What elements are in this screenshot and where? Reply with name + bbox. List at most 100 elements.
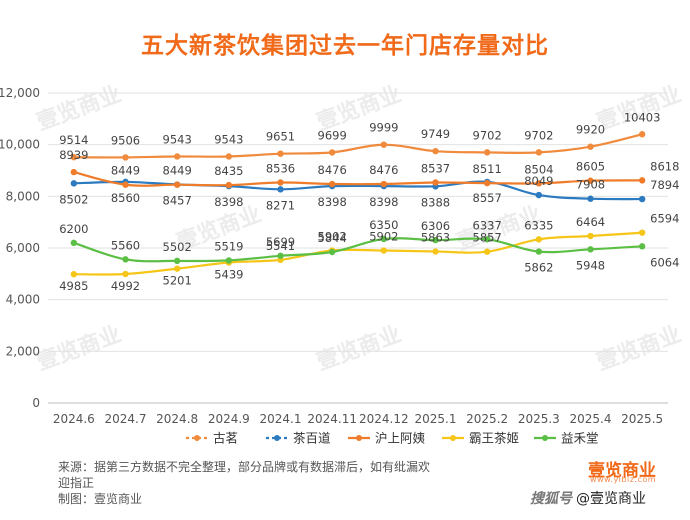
data-label: 8476 bbox=[318, 163, 347, 177]
x-tick-label: 2024.7 bbox=[105, 412, 147, 426]
x-tick-label: 2024.11 bbox=[307, 412, 357, 426]
data-label: 9514 bbox=[59, 133, 88, 147]
data-label: 8449 bbox=[111, 164, 140, 178]
data-point bbox=[70, 239, 78, 247]
source-note-cont: 迎指正 bbox=[58, 476, 95, 490]
data-point bbox=[380, 235, 388, 243]
data-label: 8605 bbox=[576, 160, 605, 174]
data-point bbox=[535, 149, 543, 156]
y-tick-label: 6,000 bbox=[6, 241, 40, 255]
data-label: 5844 bbox=[318, 231, 347, 245]
y-tick-label: 4,000 bbox=[6, 293, 40, 307]
data-label: 8457 bbox=[163, 194, 192, 208]
data-label: 8398 bbox=[214, 195, 243, 209]
data-label: 8388 bbox=[421, 195, 450, 209]
data-point bbox=[173, 153, 181, 160]
data-point bbox=[277, 150, 284, 157]
data-point bbox=[587, 195, 594, 202]
data-label: 8511 bbox=[473, 162, 502, 176]
data-point bbox=[483, 248, 491, 255]
data-label: 8502 bbox=[59, 192, 88, 206]
data-label: 8560 bbox=[111, 191, 140, 205]
data-label: 7908 bbox=[576, 178, 605, 192]
data-label: 5902 bbox=[318, 230, 347, 244]
data-label: 8049 bbox=[524, 174, 553, 188]
legend: 古茗 茶百道 沪上阿姨 霸王茶姬 益禾堂 bbox=[186, 431, 599, 446]
series-lines bbox=[70, 131, 646, 278]
x-tick-labels: 2024.6 2024.7 2024.8 2024.9 2024.1 2024.11 202… bbox=[53, 412, 663, 426]
data-point bbox=[122, 256, 129, 263]
data-labels: 9514 9506 9543 9543 9651 9699 9999 9749 9702 9702… bbox=[59, 110, 679, 293]
data-point bbox=[535, 236, 543, 243]
data-point bbox=[535, 191, 543, 199]
data-label: 5857 bbox=[473, 231, 502, 245]
data-label: 9920 bbox=[576, 123, 605, 137]
data-point bbox=[328, 180, 336, 188]
brand-logo: 壹览商业 bbox=[588, 461, 656, 481]
data-point bbox=[225, 153, 233, 160]
data-label: 8618 bbox=[650, 159, 679, 173]
data-label: 9999 bbox=[369, 121, 398, 135]
data-label: 9651 bbox=[266, 130, 295, 144]
data-point bbox=[638, 177, 646, 184]
data-point bbox=[432, 147, 439, 155]
watermark-6: 壹览商业 bbox=[313, 321, 405, 376]
data-label: 8398 bbox=[318, 195, 347, 209]
legend-label: 益禾堂 bbox=[561, 431, 599, 446]
data-point bbox=[587, 177, 594, 184]
x-tick-label: 2024.8 bbox=[156, 412, 198, 426]
data-point bbox=[277, 252, 284, 259]
data-point bbox=[483, 236, 491, 243]
chart-title: 五大新茶饮集团过去一年门店存量对比 bbox=[141, 33, 549, 59]
series-line bbox=[73, 133, 643, 159]
data-point bbox=[328, 248, 336, 256]
data-label: 8536 bbox=[266, 161, 295, 175]
data-label: 9702 bbox=[524, 128, 553, 142]
data-label: 6200 bbox=[59, 222, 88, 236]
x-tick-label: 2025.4 bbox=[570, 412, 612, 426]
data-point bbox=[122, 154, 129, 161]
y-tick-label: 0 bbox=[32, 396, 40, 410]
legend-marker bbox=[356, 435, 362, 441]
data-label: 5201 bbox=[163, 274, 192, 288]
data-point bbox=[225, 257, 233, 264]
sohu-watermark-prefix: 搜狐号 bbox=[530, 491, 572, 507]
data-point bbox=[432, 236, 439, 244]
data-point bbox=[587, 143, 594, 150]
data-label: 6464 bbox=[576, 215, 605, 229]
data-label: 5862 bbox=[524, 261, 553, 275]
y-tick-label: 2,000 bbox=[6, 344, 40, 358]
legend-label: 霸王茶姬 bbox=[469, 431, 519, 446]
brand-url: www.ylbiz.com bbox=[590, 475, 657, 484]
data-point bbox=[535, 248, 543, 255]
data-point bbox=[70, 271, 78, 278]
data-label: 8557 bbox=[473, 191, 502, 205]
x-tick-label: 2024.9 bbox=[208, 412, 250, 426]
data-label: 6337 bbox=[473, 218, 502, 232]
data-point bbox=[483, 149, 491, 156]
data-label: 8537 bbox=[421, 161, 450, 175]
data-label: 4992 bbox=[111, 279, 140, 293]
y-tick-label: 8,000 bbox=[6, 189, 40, 203]
data-point bbox=[277, 179, 284, 186]
source-note: 来源：据第三方数据不完全整理，部分品牌或有数据滞后，如有纰漏欢 bbox=[58, 460, 431, 474]
data-label: 8939 bbox=[59, 148, 88, 162]
data-point bbox=[638, 243, 646, 250]
data-label: 8271 bbox=[266, 198, 295, 212]
data-label: 9506 bbox=[111, 133, 140, 147]
x-tick-label: 2025.3 bbox=[518, 412, 560, 426]
data-point bbox=[432, 248, 439, 255]
data-label: 5699 bbox=[266, 235, 295, 249]
data-label: 9543 bbox=[214, 132, 243, 146]
data-label: 5541 bbox=[266, 239, 295, 253]
data-point bbox=[173, 257, 181, 265]
legend-label: 茶百道 bbox=[293, 431, 331, 446]
data-label: 5560 bbox=[111, 238, 140, 252]
data-point bbox=[535, 180, 543, 187]
data-label: 4985 bbox=[59, 279, 88, 293]
x-tick-label: 2024.6 bbox=[53, 412, 95, 426]
data-label: 9702 bbox=[473, 128, 502, 142]
series-line bbox=[73, 237, 643, 263]
watermark-2: 壹览商业 bbox=[593, 81, 685, 136]
